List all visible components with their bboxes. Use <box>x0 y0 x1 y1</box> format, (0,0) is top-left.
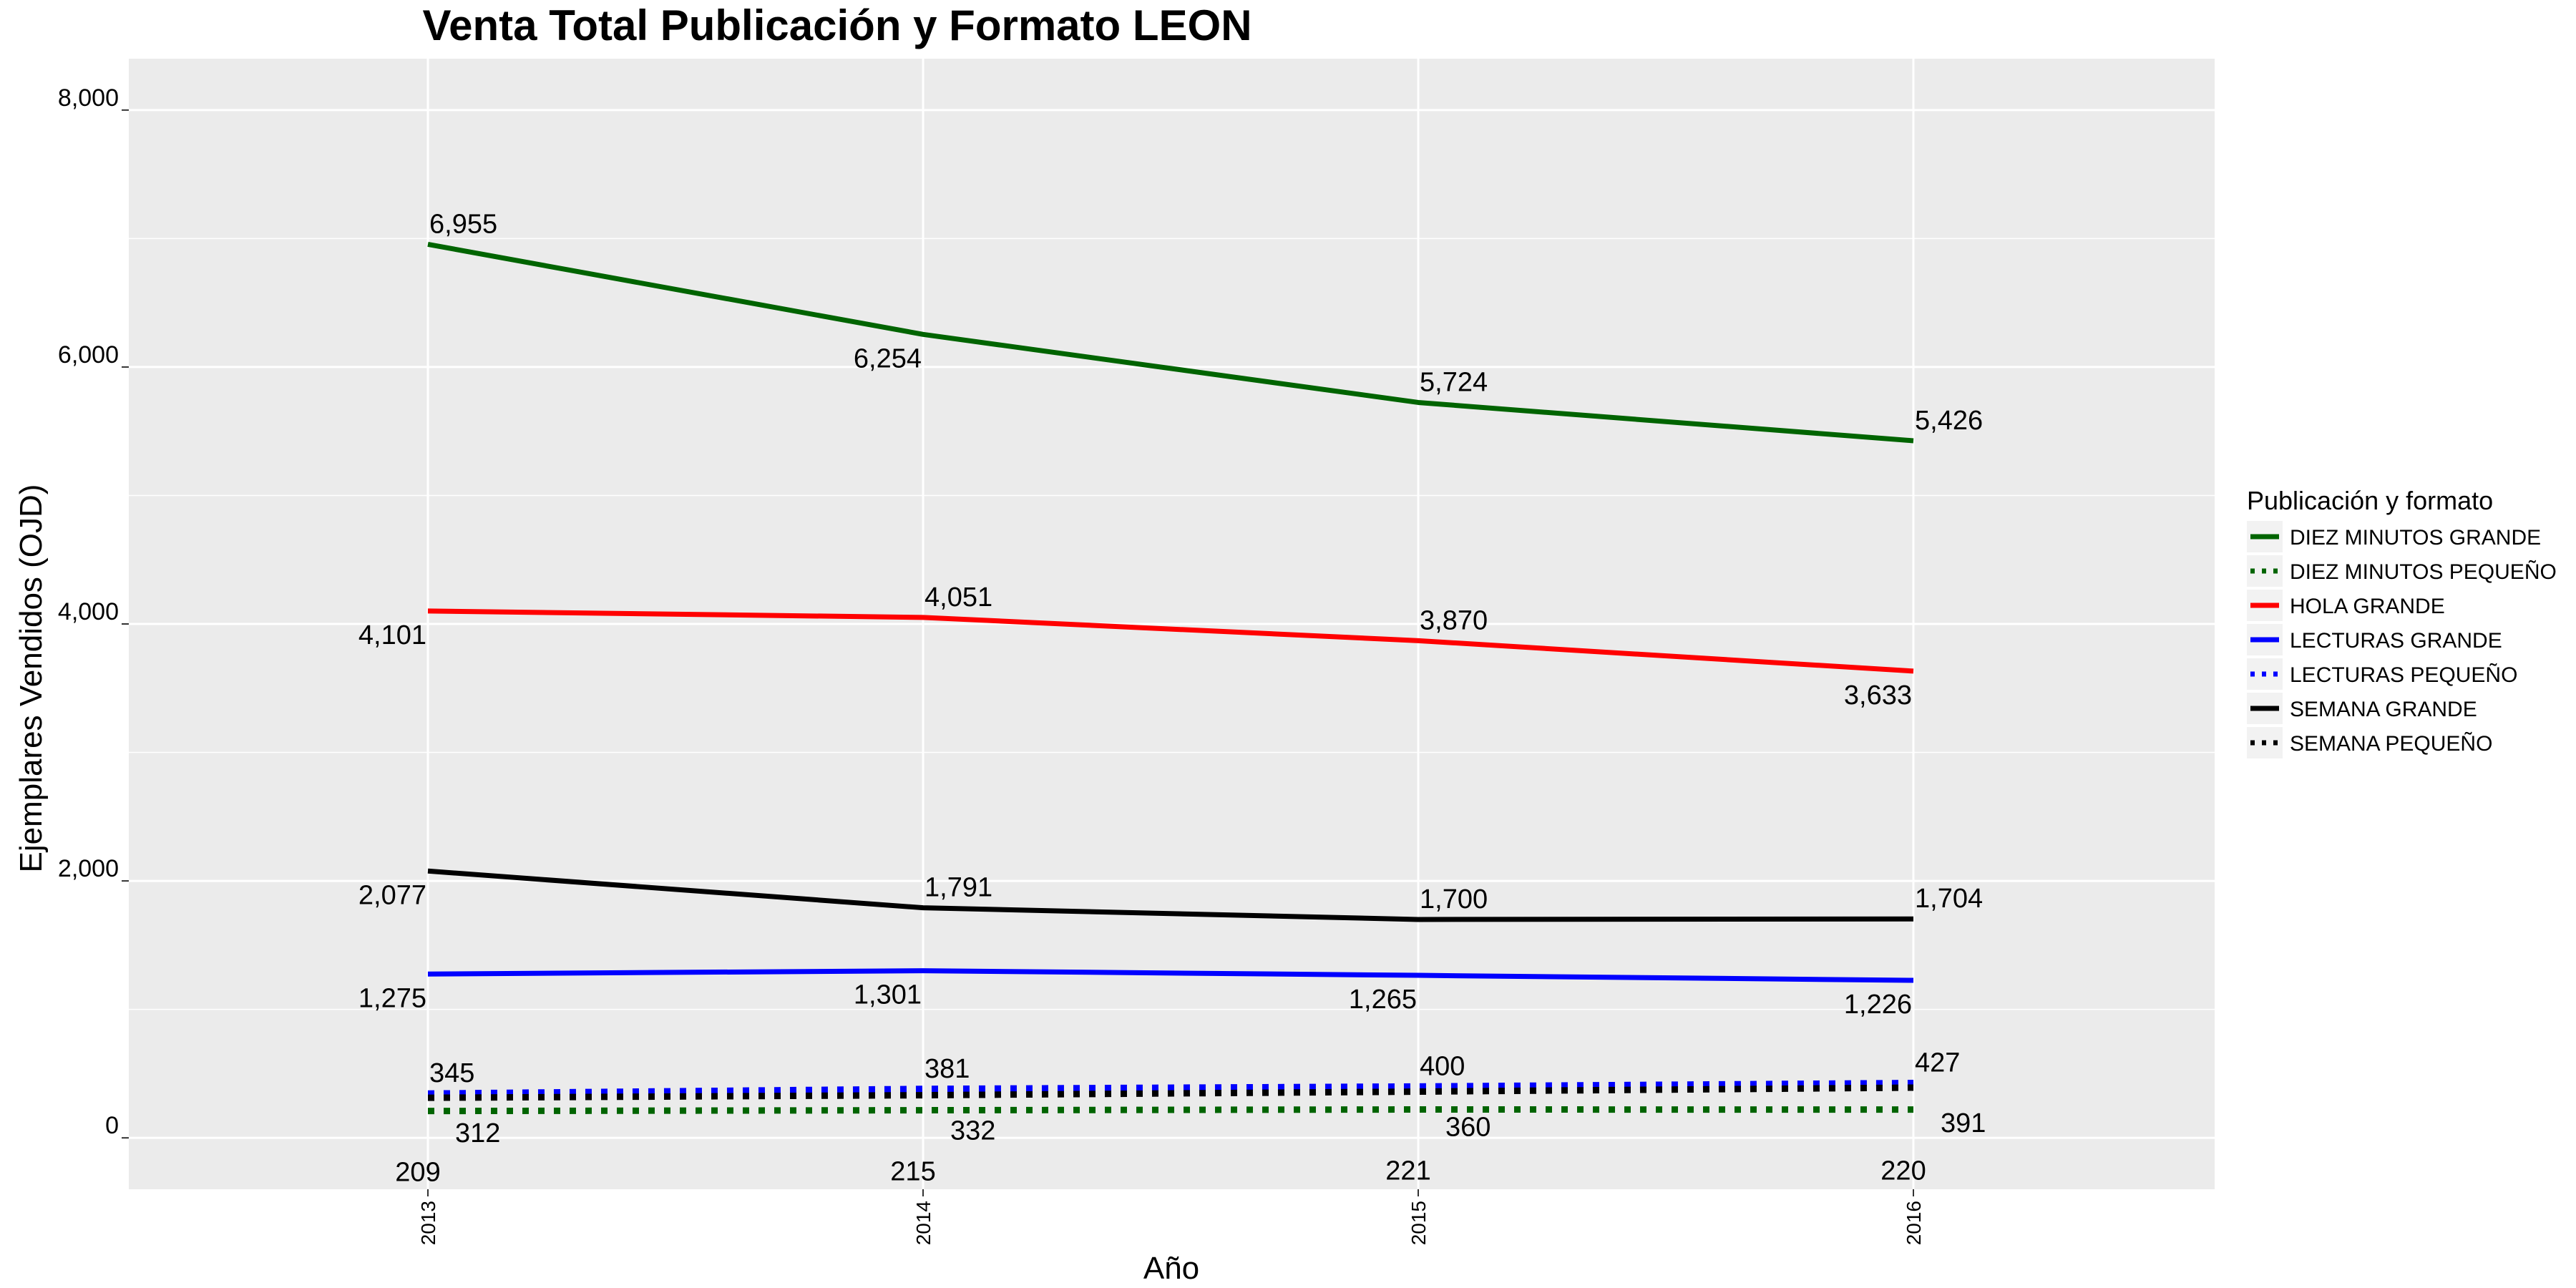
legend-label: DIEZ MINUTOS GRANDE <box>2290 526 2541 550</box>
series-line-diez-minutos-peque-o <box>427 1106 1914 1115</box>
chart-title: Venta Total Publicación y Formato LEON <box>422 1 1252 49</box>
data-label: 220 <box>1880 1156 1926 1186</box>
y-axis: 0 2,000 4,000 6,000 8,000 <box>58 84 129 1139</box>
data-label: 332 <box>950 1116 995 1146</box>
series-line-lecturas-peque-o <box>427 1080 1914 1097</box>
data-label: 5,426 <box>1915 406 1983 436</box>
series-lines <box>427 241 1914 1115</box>
legend-label: SEMANA PEQUEÑO <box>2290 731 2492 756</box>
data-label: 6,955 <box>429 209 497 239</box>
data-label: 215 <box>890 1157 935 1187</box>
data-label: 4,051 <box>924 582 992 613</box>
x-axis: 2013 2014 2015 2016 <box>417 1189 1925 1245</box>
data-label: 312 <box>455 1118 500 1148</box>
y-tick-label: 0 <box>105 1112 119 1139</box>
data-label: 381 <box>924 1054 970 1084</box>
data-label: 1,700 <box>1420 884 1488 914</box>
data-label: 1,704 <box>1915 884 1983 914</box>
legend-title: Publicación y formato <box>2247 486 2493 515</box>
data-label: 1,275 <box>358 983 426 1013</box>
legend-label: HOLA GRANDE <box>2290 595 2445 618</box>
data-label: 1,226 <box>1844 990 1912 1020</box>
data-label: 427 <box>1915 1048 1960 1078</box>
y-axis-title: Ejemplares Vendidos (OJD) <box>14 484 49 873</box>
data-label: 1,301 <box>854 980 922 1010</box>
data-label: 2,077 <box>358 880 426 910</box>
legend: Publicación y formato DIEZ MINUTOS GRAND… <box>2247 486 2557 758</box>
data-label: 1,265 <box>1349 985 1417 1015</box>
data-labels: 6,955 6,254 5,724 5,426 209 215 221 220 4,101 4,0… <box>358 209 1986 1187</box>
data-label: 4,101 <box>358 620 426 650</box>
y-tick-label: 2,000 <box>58 855 119 882</box>
data-label: 3,870 <box>1420 605 1488 635</box>
y-tick-label: 6,000 <box>58 341 119 369</box>
data-label: 391 <box>1941 1108 1986 1138</box>
x-tick-label: 2015 <box>1407 1201 1430 1245</box>
data-label: 345 <box>429 1058 474 1088</box>
y-tick-label: 8,000 <box>58 84 119 112</box>
legend-label: LECTURAS GRANDE <box>2290 629 2502 653</box>
x-axis-title: Año <box>1143 1251 1199 1286</box>
series-line-lecturas-grande <box>427 968 1914 983</box>
x-tick-label: 2013 <box>417 1201 439 1245</box>
data-label: 5,724 <box>1420 367 1488 397</box>
data-label: 3,633 <box>1844 680 1912 711</box>
data-label: 221 <box>1385 1156 1430 1186</box>
series-line-hola-grande <box>427 608 1914 674</box>
data-label: 400 <box>1420 1051 1465 1081</box>
series-line-semana-peque-o <box>427 1084 1914 1101</box>
data-label: 6,254 <box>854 343 922 374</box>
grid-lines <box>129 59 2215 1189</box>
legend-label: LECTURAS PEQUEÑO <box>2290 663 2517 687</box>
legend-label: DIEZ MINUTOS PEQUEÑO <box>2290 560 2557 584</box>
series-line-semana-grande <box>427 868 1914 922</box>
series-line-diez-minutos-grande <box>427 241 1914 444</box>
legend-label: SEMANA GRANDE <box>2290 698 2477 721</box>
data-label: 1,791 <box>924 873 992 903</box>
x-tick-label: 2016 <box>1903 1201 1925 1245</box>
y-tick-label: 4,000 <box>58 598 119 625</box>
x-tick-label: 2014 <box>912 1201 935 1245</box>
data-label: 209 <box>395 1158 440 1188</box>
data-label: 360 <box>1445 1113 1491 1143</box>
